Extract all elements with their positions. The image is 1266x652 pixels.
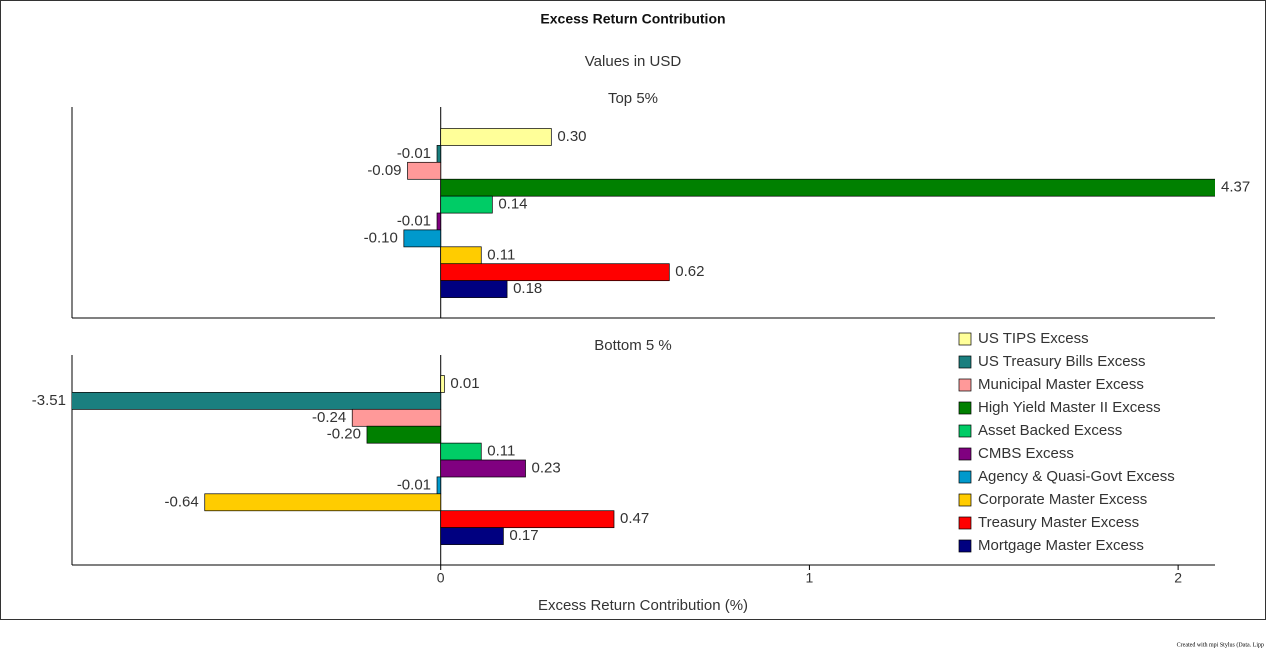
value-label: -0.01 [397, 476, 431, 493]
bar [436, 212, 442, 231]
bars [72, 375, 615, 545]
value-label: -0.64 [165, 493, 199, 510]
value-label: 0.17 [509, 527, 538, 544]
bar [440, 246, 482, 265]
legend-label: US Treasury Bills Excess [978, 353, 1146, 370]
value-label: -0.01 [397, 145, 431, 162]
bar [440, 527, 504, 545]
legend-swatch [958, 493, 972, 507]
value-label: 0.30 [557, 128, 586, 145]
value-label: 0.47 [620, 510, 649, 527]
value-label: -0.20 [327, 426, 361, 443]
legend-label: Mortgage Master Excess [978, 537, 1144, 554]
legend-swatch [958, 470, 972, 484]
value-label: 0.23 [532, 459, 561, 476]
value-label: -0.09 [367, 162, 401, 179]
value-label: 0.11 [487, 443, 515, 460]
bar [440, 280, 508, 298]
bar [403, 229, 442, 248]
value-label: 0.18 [513, 280, 542, 297]
legend-label: Asset Backed Excess [978, 422, 1122, 439]
chart-title: Excess Return Contribution [540, 11, 725, 27]
bar [440, 442, 482, 461]
panel-title: Top 5% [608, 90, 658, 107]
value-label: 0.01 [450, 375, 479, 392]
legend-swatch [958, 424, 972, 438]
legend-label: High Yield Master II Excess [978, 399, 1161, 416]
legend-swatch [958, 332, 972, 346]
legend-label: Corporate Master Excess [978, 491, 1147, 508]
legend-swatch [958, 401, 972, 415]
legend-swatch [958, 355, 972, 369]
legend-swatch [958, 378, 972, 392]
panel-title: Bottom 5 % [594, 337, 672, 354]
bar [72, 392, 442, 410]
legend-label: CMBS Excess [978, 445, 1074, 462]
chart-subtitle: Values in USD [585, 53, 682, 70]
x-axis-label: Excess Return Contribution (%) [538, 597, 748, 614]
bar [440, 178, 1215, 197]
value-label: 0.11 [487, 246, 515, 263]
legend-swatch [958, 516, 972, 530]
value-label: -0.24 [312, 409, 346, 426]
legend-swatch [958, 539, 972, 553]
bar [436, 476, 442, 495]
bars [403, 128, 1215, 298]
x-tick-label: 0 [437, 570, 445, 586]
bar [440, 510, 615, 529]
value-label: -0.01 [397, 212, 431, 229]
bar [436, 145, 442, 163]
bar [204, 493, 442, 512]
bar [366, 425, 442, 444]
legend-swatch [958, 447, 972, 461]
value-label: -3.51 [32, 392, 66, 409]
value-label: 4.37 [1221, 179, 1250, 196]
bar [440, 459, 526, 478]
x-tick-label: 2 [1174, 570, 1182, 586]
legend-label: US TIPS Excess [978, 330, 1089, 347]
footer: Created with mpi Stylus (Data. Lipp [1177, 641, 1264, 648]
bar [407, 161, 442, 180]
legend-label: Agency & Quasi-Govt Excess [978, 468, 1175, 485]
legend-label: Municipal Master Excess [978, 376, 1144, 393]
bar [440, 263, 670, 282]
bar [351, 408, 442, 427]
x-tick-label: 1 [806, 570, 814, 586]
value-label: -0.10 [364, 229, 398, 246]
bar [440, 375, 445, 393]
bar [440, 128, 552, 146]
value-label: 0.14 [498, 196, 527, 213]
bar [440, 195, 493, 214]
legend-label: Treasury Master Excess [978, 514, 1139, 531]
value-label: 0.62 [675, 263, 704, 280]
